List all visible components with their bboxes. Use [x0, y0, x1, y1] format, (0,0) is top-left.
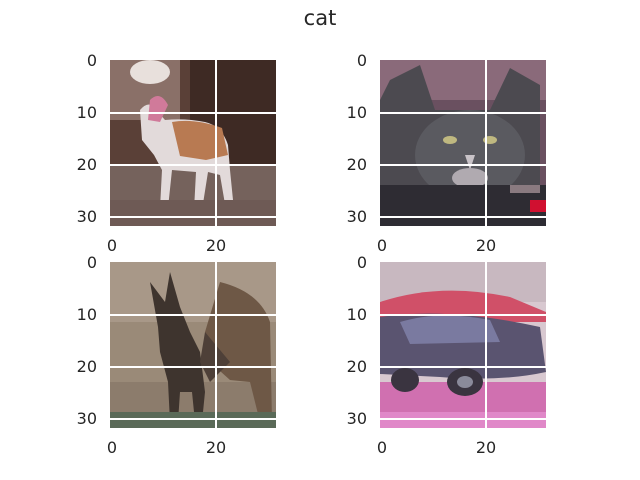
image-panel-car — [380, 262, 546, 428]
ytick-30: 30 — [346, 207, 367, 226]
deer-photo — [110, 262, 276, 428]
ytick-10: 10 — [76, 103, 97, 122]
cat-photo — [380, 60, 546, 226]
ytick-0: 0 — [86, 51, 97, 70]
ytick-0: 0 — [356, 253, 367, 272]
xtick-20: 20 — [475, 438, 497, 457]
xtick-0: 0 — [106, 236, 118, 255]
xtick-0: 0 — [106, 438, 118, 457]
ytick-10: 10 — [346, 103, 367, 122]
xtick-0: 0 — [376, 438, 388, 457]
ytick-10: 10 — [76, 305, 97, 324]
ytick-20: 20 — [346, 357, 367, 376]
ytick-30: 30 — [76, 207, 97, 226]
image-panel-cat — [380, 60, 546, 226]
dog-photo — [110, 60, 276, 226]
xtick-20: 20 — [205, 438, 227, 457]
image-panel-deer — [110, 262, 276, 428]
ytick-0: 0 — [356, 51, 367, 70]
ytick-10: 10 — [346, 305, 367, 324]
xtick-0: 0 — [376, 236, 388, 255]
xtick-20: 20 — [475, 236, 497, 255]
ytick-30: 30 — [76, 409, 97, 428]
ytick-20: 20 — [76, 155, 97, 174]
ytick-0: 0 — [86, 253, 97, 272]
xtick-20: 20 — [205, 236, 227, 255]
car-photo — [380, 262, 546, 428]
ytick-30: 30 — [346, 409, 367, 428]
image-panel-dog — [110, 60, 276, 226]
figure-title: cat — [303, 6, 337, 30]
ytick-20: 20 — [346, 155, 367, 174]
ytick-20: 20 — [76, 357, 97, 376]
